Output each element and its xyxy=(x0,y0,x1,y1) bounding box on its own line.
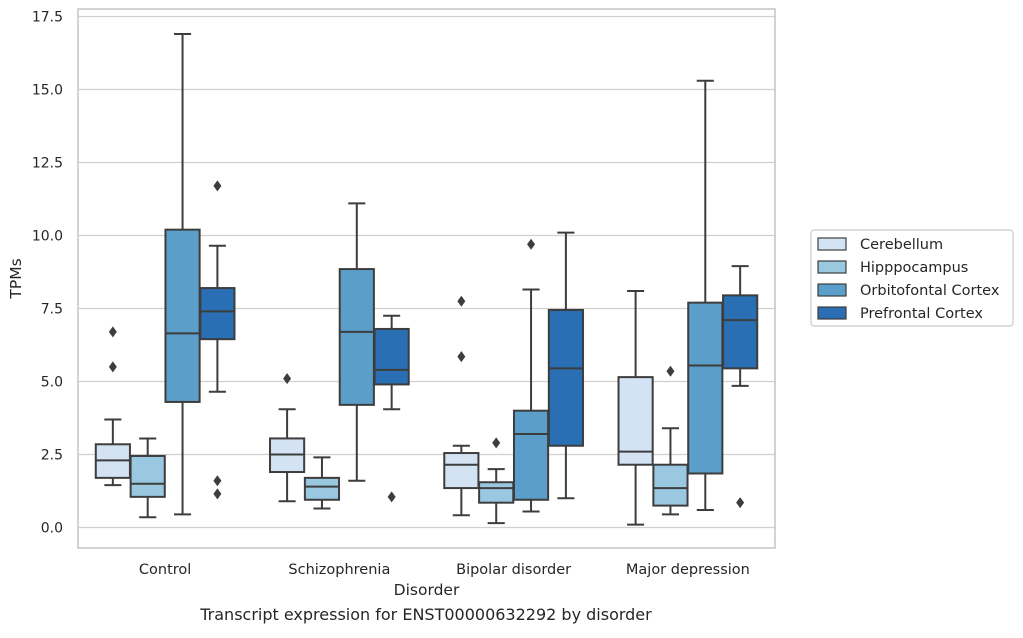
iqr-box xyxy=(652,463,689,507)
iqr-box xyxy=(129,454,166,498)
box-prefrontal-cortex xyxy=(547,231,584,500)
iqr-box xyxy=(722,294,759,370)
y-tick-label: 15.0 xyxy=(32,83,63,99)
legend-swatch xyxy=(817,260,847,274)
box-cerebellum xyxy=(617,289,654,526)
outlier-point xyxy=(108,326,117,338)
iqr-box xyxy=(164,228,201,403)
outlier-point xyxy=(736,497,745,509)
box-orbitofontal-cortex xyxy=(687,79,724,511)
outlier-point xyxy=(108,361,117,373)
boxes-layer xyxy=(94,33,759,526)
box-orbitofontal-cortex xyxy=(338,202,375,482)
iqr-box xyxy=(478,481,515,504)
legend: Cerebellum Hipppocampus Orbitofontal Corte… xyxy=(810,229,1014,327)
x-tick-label: Control xyxy=(139,562,191,578)
legend-swatch xyxy=(817,283,847,297)
box-hipppocampus xyxy=(652,365,689,516)
iqr-box xyxy=(687,301,724,475)
legend-swatch xyxy=(817,237,847,251)
x-tick-label: Schizophrenia xyxy=(288,562,390,578)
y-tick-label: 10.0 xyxy=(32,229,63,245)
legend-swatch xyxy=(817,306,847,320)
y-tick-label: 0.0 xyxy=(41,521,63,537)
iqr-box xyxy=(617,376,654,466)
outlier-point xyxy=(492,437,501,449)
iqr-box xyxy=(547,308,584,447)
box-prefrontal-cortex xyxy=(373,314,410,503)
y-tick-label: 2.5 xyxy=(41,448,63,464)
y-tick-label: 17.5 xyxy=(32,10,63,26)
iqr-box xyxy=(199,287,236,341)
box-hipppocampus xyxy=(303,456,341,510)
box-cerebellum xyxy=(94,326,131,487)
y-tick-label: 5.0 xyxy=(41,375,63,391)
y-tick-label: 12.5 xyxy=(32,156,63,172)
legend-label: Orbitofontal Cortex xyxy=(860,283,1000,299)
outlier-point xyxy=(213,475,222,487)
x-axis-label: Disorder xyxy=(394,581,460,599)
outlier-point xyxy=(457,295,466,307)
chart-caption: Transcript expression for ENST0000063229… xyxy=(200,605,652,624)
x-tick-label: Major depression xyxy=(626,562,750,578)
box-hipppocampus xyxy=(478,437,515,525)
box-hipppocampus xyxy=(129,437,166,519)
outlier-point xyxy=(387,491,396,503)
plot-frame xyxy=(77,8,776,549)
iqr-box xyxy=(443,452,480,490)
box-prefrontal-cortex xyxy=(199,180,236,500)
legend-label: Hipppocampus xyxy=(860,260,968,276)
box-prefrontal-cortex xyxy=(722,265,759,509)
iqr-box xyxy=(338,268,375,406)
outlier-point xyxy=(213,488,222,500)
y-axis-label: TPMs xyxy=(7,258,25,299)
box-orbitofontal-cortex xyxy=(164,33,201,516)
axes: 0.0 2.5 5.0 7.5 10.0 12.5 15.0 17.5 Control Schiz… xyxy=(7,8,776,599)
legend-label: Prefrontal Cortex xyxy=(860,306,983,322)
iqr-box xyxy=(303,476,341,501)
box-cerebellum xyxy=(269,373,306,503)
legend-label: Cerebellum xyxy=(860,237,943,253)
outlier-point xyxy=(457,351,466,363)
y-tick-label: 7.5 xyxy=(41,302,63,318)
outlier-point xyxy=(527,238,536,250)
box-cerebellum xyxy=(443,295,480,517)
box-orbitofontal-cortex xyxy=(512,238,550,513)
iqr-box xyxy=(373,327,410,386)
outlier-point xyxy=(213,180,222,192)
outlier-point xyxy=(666,365,675,377)
iqr-box xyxy=(512,409,550,501)
x-tick-label: Bipolar disorder xyxy=(456,562,571,578)
legend-frame xyxy=(810,229,1014,327)
outlier-point xyxy=(283,373,292,385)
